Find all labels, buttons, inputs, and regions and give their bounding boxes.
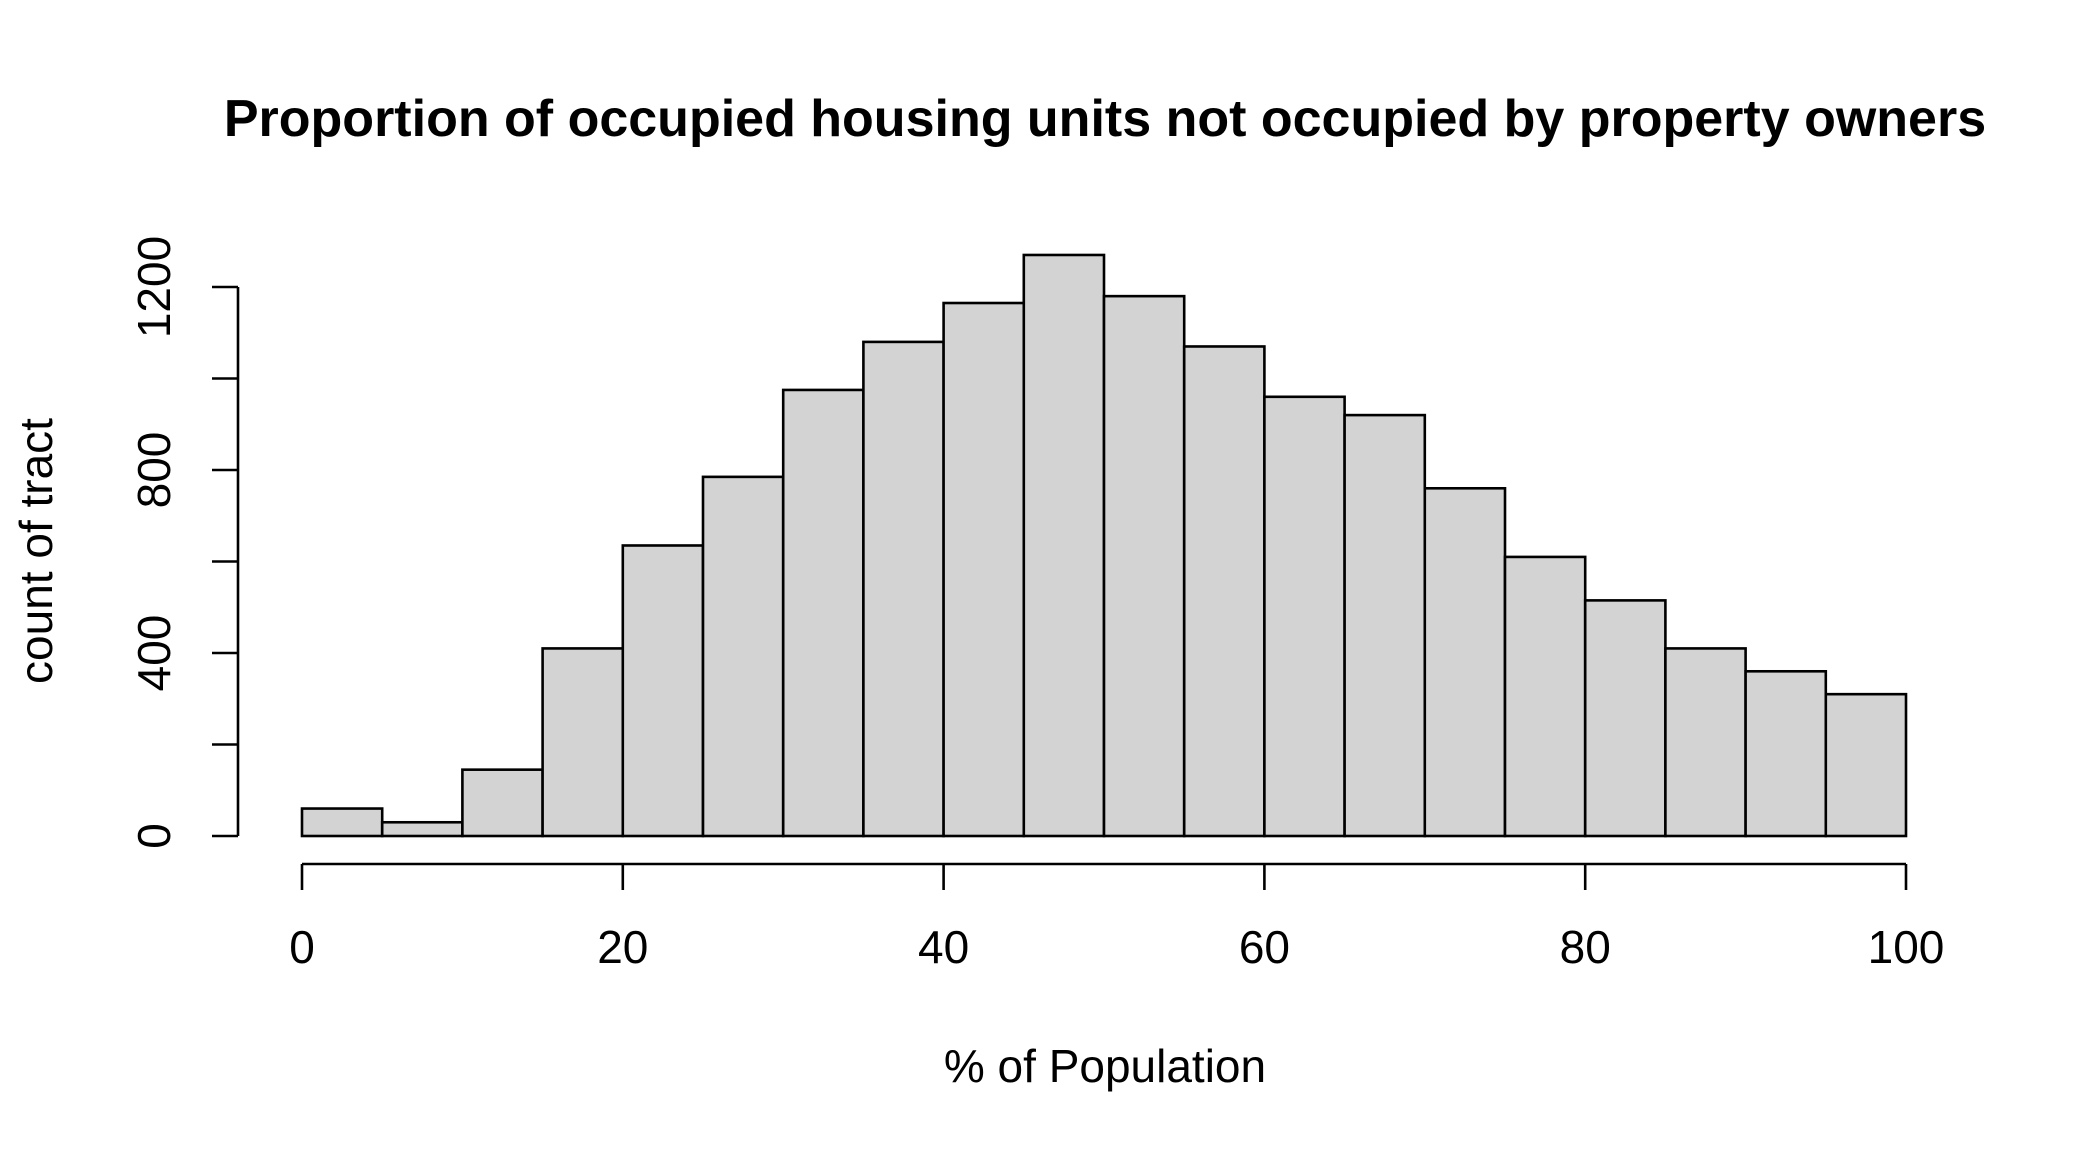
histogram-bar-10-15 bbox=[461, 768, 544, 838]
histogram-bar-45-50 bbox=[1022, 253, 1106, 838]
x-tick-label-20: 20 bbox=[597, 921, 648, 973]
histogram-bar-25-30 bbox=[701, 475, 785, 838]
x-axis: 0 20 40 60 80 100 bbox=[289, 862, 1945, 973]
x-axis-label: % of Population bbox=[944, 1040, 1266, 1092]
histogram-bar-5-10 bbox=[380, 820, 464, 838]
histogram-bar-60-65 bbox=[1263, 395, 1346, 838]
histogram-bar-35-40 bbox=[862, 340, 945, 838]
y-axis-label: count of tract bbox=[10, 418, 62, 684]
y-tick-label-0: 0 bbox=[128, 823, 180, 849]
x-tick-label-40: 40 bbox=[918, 921, 969, 973]
histogram-bar-20-25 bbox=[621, 544, 705, 838]
histogram-bar-95-100 bbox=[1824, 692, 1908, 838]
histogram-bar-70-75 bbox=[1423, 486, 1507, 838]
histogram-bar-15-20 bbox=[541, 647, 625, 838]
x-tick-label-60: 60 bbox=[1239, 921, 1290, 973]
histogram-bar-55-60 bbox=[1182, 345, 1266, 838]
histogram-bar-50-55 bbox=[1102, 294, 1186, 838]
y-tick-label-800: 800 bbox=[128, 432, 180, 509]
histogram-bars bbox=[300, 253, 1908, 838]
histogram-bar-90-95 bbox=[1744, 669, 1828, 838]
chart-title: Proportion of occupied housing units not… bbox=[224, 90, 1986, 148]
x-tick-label-80: 80 bbox=[1560, 921, 1611, 973]
y-axis: 0 400 800 1200 bbox=[128, 236, 240, 849]
histogram-bar-30-35 bbox=[781, 388, 865, 838]
histogram-bar-0-5 bbox=[300, 807, 384, 838]
histogram-bar-75-80 bbox=[1503, 555, 1587, 838]
y-tick-label-1200: 1200 bbox=[128, 236, 180, 338]
y-tick-label-400: 400 bbox=[128, 615, 180, 692]
histogram-bar-40-45 bbox=[942, 301, 1026, 838]
x-tick-label-0: 0 bbox=[289, 921, 315, 973]
x-tick-label-100: 100 bbox=[1868, 921, 1945, 973]
histogram-bar-85-90 bbox=[1664, 647, 1747, 838]
histogram-bar-65-70 bbox=[1343, 413, 1427, 838]
histogram-bar-80-85 bbox=[1583, 599, 1667, 838]
